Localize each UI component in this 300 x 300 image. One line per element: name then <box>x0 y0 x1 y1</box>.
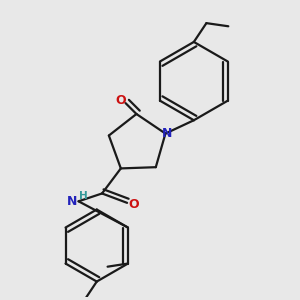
Text: O: O <box>116 94 126 107</box>
Text: H: H <box>79 191 88 201</box>
Text: N: N <box>162 127 172 140</box>
Text: N: N <box>67 195 77 208</box>
Text: O: O <box>128 198 139 211</box>
